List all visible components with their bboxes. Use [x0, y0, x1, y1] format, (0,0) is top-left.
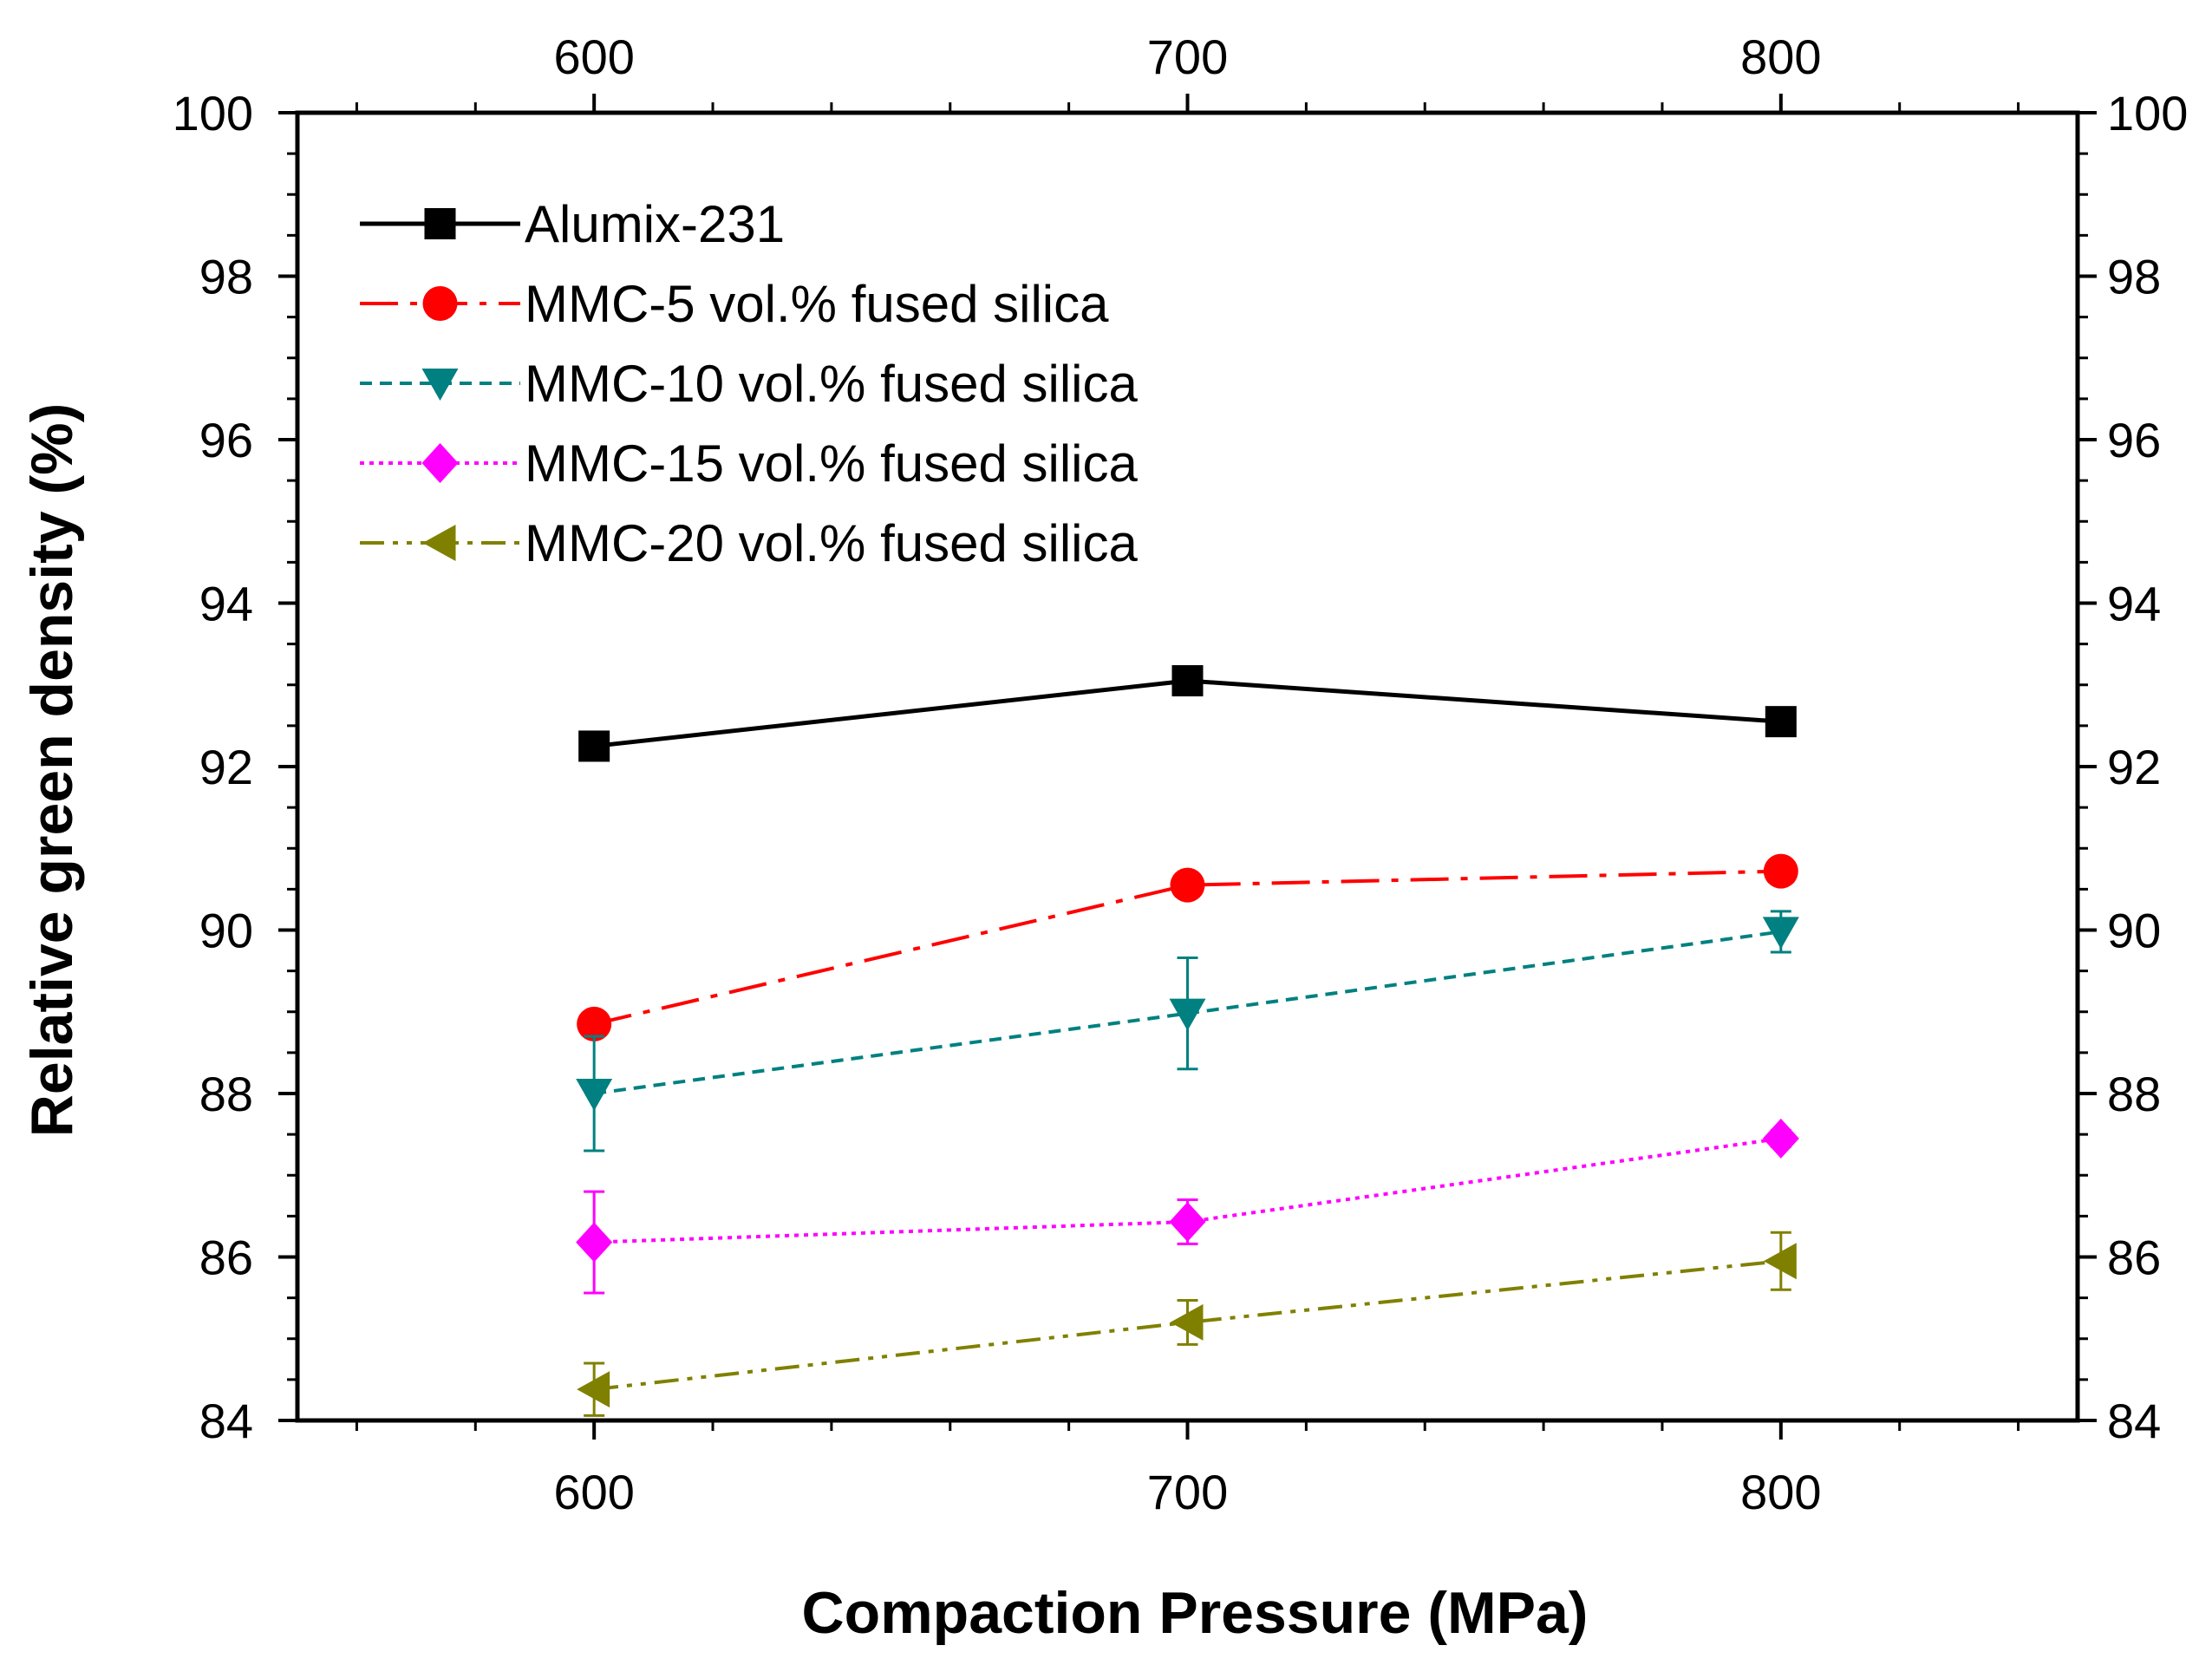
legend-swatch-marker [422, 525, 456, 561]
x-tick-label: 700 [1147, 1465, 1228, 1519]
legend-label: MMC-5 vol.% fused silica [525, 275, 1109, 333]
legend-swatch-marker [421, 369, 459, 401]
data-point [1170, 1303, 1204, 1341]
legend-label: Alumix-231 [525, 195, 785, 253]
y-right-tick-label: 84 [2107, 1394, 2161, 1448]
legend-swatch-marker [422, 286, 458, 321]
y-tick-label: 92 [199, 740, 253, 794]
y-axis-title: Relative green density (%) [19, 403, 85, 1137]
x-axis-title: Compaction Pressure (MPa) [802, 1580, 1589, 1646]
legend-item: Alumix-231 [360, 195, 785, 253]
series-layer [576, 665, 1799, 1417]
x-top-tick-label: 600 [553, 29, 634, 84]
y-right-tick-label: 86 [2107, 1231, 2161, 1285]
x-top-tick-label: 800 [1740, 29, 1821, 84]
series-0 [578, 665, 1797, 762]
y-tick-label: 94 [199, 577, 253, 631]
y-right-tick-label: 100 [2107, 86, 2188, 140]
x-tick-label: 600 [553, 1465, 634, 1519]
y-right-tick-label: 90 [2107, 904, 2161, 958]
data-point [1762, 1118, 1799, 1159]
axes-layer: 600 600 700 700 800 800 84 84 86 86 88 88 90 90 92 92 94… [173, 29, 2189, 1519]
y-right-tick-label: 96 [2107, 413, 2161, 467]
legend-swatch-marker [421, 443, 459, 483]
data-point [1169, 998, 1206, 1031]
legend-label: MMC-20 vol.% fused silica [525, 514, 1139, 572]
series-2 [576, 910, 1799, 1152]
data-point [1762, 917, 1799, 950]
data-point [1765, 706, 1797, 738]
data-point [576, 1079, 613, 1111]
y-tick-label: 98 [199, 250, 253, 304]
data-point [1169, 1201, 1206, 1242]
legend: Alumix-231 MMC-5 vol.% fused silica MMC-10… [360, 195, 1139, 572]
data-point [578, 730, 610, 762]
data-point [576, 1222, 613, 1263]
series-4 [577, 1231, 1797, 1417]
y-tick-label: 84 [199, 1394, 253, 1448]
data-point [1763, 853, 1798, 889]
y-right-tick-label: 98 [2107, 250, 2161, 304]
legend-item: MMC-5 vol.% fused silica [360, 275, 1109, 333]
data-point [1171, 665, 1204, 697]
legend-item: MMC-20 vol.% fused silica [360, 514, 1139, 572]
y-right-tick-label: 92 [2107, 740, 2161, 794]
data-point [577, 1371, 610, 1408]
data-point [577, 1006, 612, 1041]
legend-item: MMC-10 vol.% fused silica [360, 355, 1139, 413]
legend-label: MMC-15 vol.% fused silica [525, 434, 1139, 493]
series-1 [577, 853, 1798, 1041]
y-right-tick-label: 88 [2107, 1067, 2161, 1121]
y-right-tick-label: 94 [2107, 577, 2161, 631]
data-point [1170, 867, 1205, 903]
x-top-tick-label: 700 [1147, 29, 1228, 84]
legend-item: MMC-15 vol.% fused silica [360, 434, 1139, 493]
y-tick-label: 96 [199, 413, 253, 467]
legend-label: MMC-10 vol.% fused silica [525, 355, 1139, 413]
y-tick-label: 86 [199, 1231, 253, 1285]
series-3 [576, 1118, 1799, 1295]
y-tick-label: 90 [199, 904, 253, 958]
y-tick-label: 100 [173, 86, 253, 140]
data-point [1763, 1243, 1797, 1280]
legend-swatch-marker [424, 208, 456, 239]
y-tick-label: 88 [199, 1067, 253, 1121]
x-tick-label: 800 [1740, 1465, 1821, 1519]
